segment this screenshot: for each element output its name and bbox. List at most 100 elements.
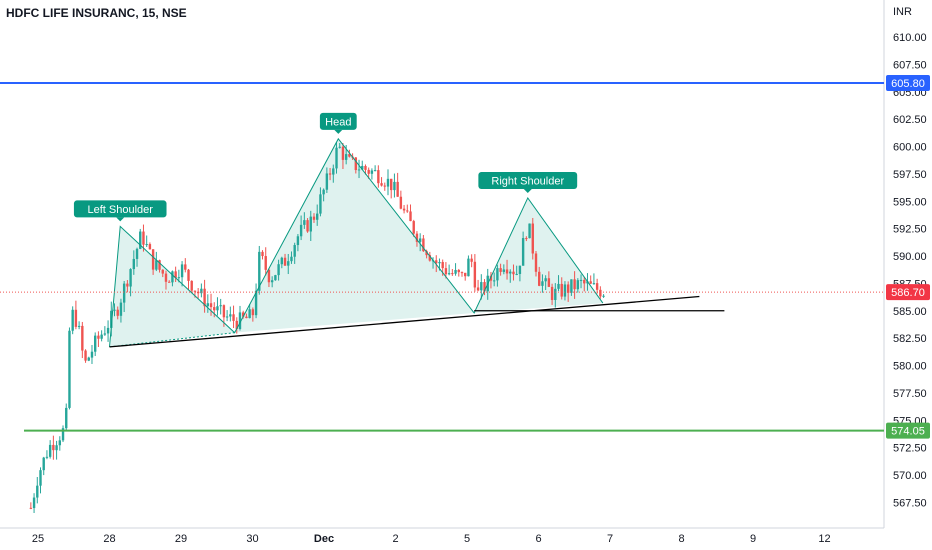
candle-body: [396, 181, 399, 197]
price-tick-label: 572.50: [893, 443, 927, 455]
candle-body: [480, 282, 483, 291]
pattern-lines-layer: [109, 137, 725, 348]
time-tick-label: 25: [32, 533, 44, 545]
price-tick-label: 582.50: [893, 333, 927, 345]
candle-body: [139, 231, 142, 249]
price-axis[interactable]: 567.50570.00572.50575.00577.50580.00582.…: [893, 32, 927, 509]
candle-body: [464, 272, 467, 277]
candle-body: [61, 428, 65, 441]
candle-body: [518, 265, 522, 274]
candle-body: [299, 224, 303, 237]
candle-body: [213, 307, 216, 311]
candle-body: [502, 269, 506, 272]
candle-body: [161, 269, 164, 274]
price-tick-label: 600.00: [893, 142, 927, 154]
candle-body: [341, 146, 345, 160]
candle-body: [454, 269, 457, 274]
candle-body: [245, 316, 248, 319]
candle-body: [29, 507, 33, 509]
candle-body: [509, 271, 512, 274]
candle-body: [550, 286, 554, 300]
candle-body: [528, 223, 531, 239]
pattern-outline: [109, 137, 604, 347]
candle-body: [32, 497, 36, 509]
candle-body: [489, 275, 493, 281]
price-tick-label: 610.00: [893, 32, 927, 44]
candle-body: [570, 279, 573, 293]
candle-body: [473, 261, 477, 288]
candle-body: [290, 256, 293, 262]
candle-body: [425, 251, 428, 256]
time-tick-label: 9: [750, 533, 756, 545]
candle-body: [303, 220, 306, 225]
candle-body: [525, 238, 528, 240]
candle-body: [270, 280, 274, 283]
candle-body: [367, 169, 370, 174]
candle-body: [566, 284, 570, 293]
pattern-annotation[interactable]: Head: [319, 112, 357, 134]
candle-body: [467, 258, 470, 277]
candle-body: [383, 185, 386, 187]
candle-body: [254, 290, 258, 316]
candle-body: [87, 357, 90, 361]
candle-body: [325, 173, 329, 190]
horizontal-levels: 605.80 574.05: [0, 74, 930, 439]
candle-body: [393, 181, 396, 191]
candle-body: [521, 238, 525, 266]
candle-body: [344, 154, 348, 160]
candle-body: [261, 251, 264, 257]
candle-body: [364, 165, 367, 170]
time-tick-label: 7: [607, 533, 613, 545]
candle-body: [39, 470, 42, 486]
candle-body: [499, 268, 502, 272]
candle-body: [483, 282, 486, 292]
last-price-badge: [886, 284, 930, 301]
candle-body: [447, 273, 451, 275]
candle-body: [515, 273, 518, 275]
candle-body: [547, 278, 551, 287]
candle-body: [267, 269, 271, 283]
candle-body: [148, 244, 152, 250]
candle-body: [602, 295, 605, 297]
candles-layer: [29, 142, 605, 514]
candle-body: [177, 277, 181, 279]
candle-body: [100, 334, 103, 339]
candle-body: [402, 208, 406, 211]
neckline[interactable]: [109, 295, 700, 348]
candle-body: [97, 335, 100, 339]
candle-body: [348, 154, 351, 157]
time-axis[interactable]: 25 28 29 30 Dec 2 5 6 7 8 9 12: [32, 533, 831, 545]
candle-body: [129, 269, 132, 287]
candle-body: [332, 168, 335, 175]
candle-body: [280, 257, 284, 265]
candle-body: [48, 444, 52, 457]
candle-body: [579, 279, 583, 281]
candle-body: [354, 157, 358, 171]
candle-body: [145, 244, 148, 246]
level-price-text: 605.80: [891, 78, 925, 90]
candle-body: [106, 327, 110, 334]
price-tick-label: 585.00: [893, 306, 927, 318]
candle-body: [242, 312, 245, 317]
candle-body: [370, 170, 374, 174]
price-tick-label: 592.50: [893, 224, 927, 236]
candle-body: [203, 288, 206, 307]
time-tick-label: 12: [818, 533, 830, 545]
candle-body: [180, 264, 184, 278]
candle-body: [444, 268, 448, 275]
candle-body: [541, 281, 544, 286]
candle-body: [322, 189, 325, 195]
candle-body: [293, 245, 296, 257]
candle-body: [200, 288, 203, 294]
chart-title: HDFC LIFE INSURANC, 15, NSE: [6, 6, 187, 20]
price-tick-label: 595.00: [893, 196, 927, 208]
pattern-annotation[interactable]: Right Shoulder: [478, 171, 578, 193]
candle-body: [451, 273, 454, 275]
candle-body: [386, 178, 390, 187]
annotation-text: Head: [325, 116, 351, 128]
candle-body: [296, 236, 300, 246]
pattern-annotation[interactable]: Left Shoulder: [73, 200, 167, 222]
candle-body: [377, 170, 380, 184]
candle-body: [328, 173, 332, 175]
